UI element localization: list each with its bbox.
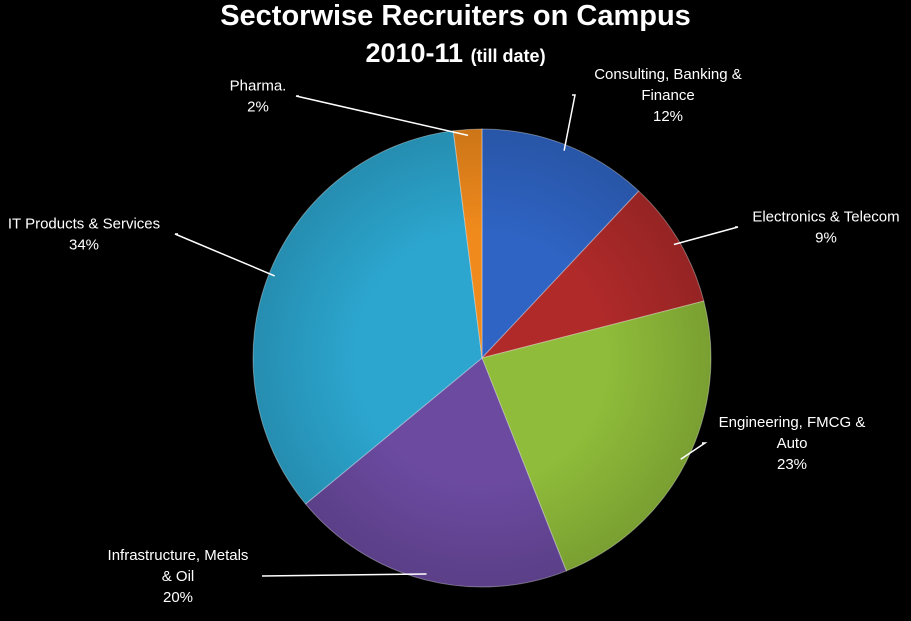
- slice-infrastructure-metals-oil: [304, 357, 567, 588]
- leader-lines: [174, 94, 739, 577]
- slice-name: Consulting, Banking &: [594, 66, 742, 83]
- chart-title: Sectorwise Recruiters on Campus: [220, 0, 691, 32]
- slice-percent: 20%: [163, 589, 193, 606]
- slice-name: Electronics & Telecom: [752, 209, 899, 226]
- pie-slices: [252, 128, 712, 588]
- slice-labels: Consulting, Banking & Finance 12% Electroni…: [8, 66, 900, 606]
- slice-label-consulting-banking-finance: Consulting, Banking & Finance 12%: [594, 66, 742, 125]
- slice-name: Engineering, FMCG &: [719, 414, 866, 431]
- slice-label-infrastructure-metals-oil: Infrastructure, Metals & Oil 20%: [108, 547, 249, 606]
- slice-name: IT Products & Services: [8, 216, 160, 233]
- slice-electronics-telecom: [480, 190, 705, 359]
- slice-percent: 34%: [69, 237, 99, 254]
- slice-name: Auto: [777, 435, 808, 452]
- slice-percent: 2%: [247, 99, 269, 116]
- slice-percent: 9%: [815, 230, 837, 247]
- slice-engineering-fmcg-auto: [481, 300, 712, 572]
- chart-subtitle: 2010-11 (till date): [0, 38, 911, 69]
- slice-percent: 12%: [653, 108, 683, 125]
- leader-line-consulting-banking-finance: [563, 94, 576, 151]
- slice-label-it-products-services: IT Products & Services 34%: [8, 216, 160, 254]
- slice-percent: 23%: [777, 456, 807, 473]
- slice-label-electronics-telecom: Electronics & Telecom 9%: [752, 209, 899, 247]
- leader-line-electronics-telecom: [673, 226, 739, 246]
- leader-line-infrastructure-metals-oil: [261, 573, 427, 577]
- leader-line-pharma: [295, 95, 469, 137]
- subtitle-note: (till date): [470, 46, 546, 66]
- slice-name: Infrastructure, Metals: [108, 547, 249, 564]
- slice-label-engineering-fmcg-auto: Engineering, FMCG & Auto 23%: [719, 414, 866, 473]
- slice-consulting-banking-finance: [481, 128, 640, 360]
- leader-line-engineering-fmcg-auto: [680, 442, 708, 460]
- leader-line-it-products-services: [174, 233, 275, 277]
- slice-name: & Oil: [162, 568, 195, 585]
- slice-label-pharma: Pharma. 2%: [230, 78, 287, 116]
- slice-pharma: [452, 128, 483, 359]
- subtitle-main: 2010-11: [365, 38, 464, 68]
- slice-name: Pharma.: [230, 78, 287, 95]
- slice-name: Finance: [641, 87, 694, 104]
